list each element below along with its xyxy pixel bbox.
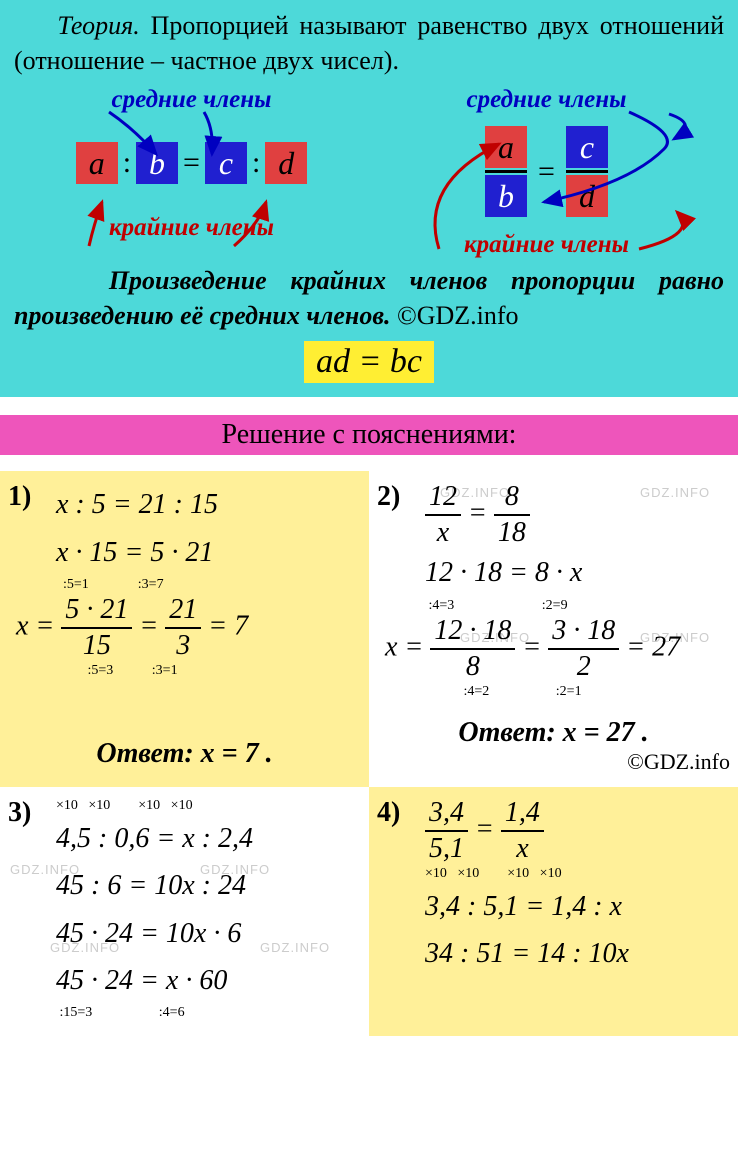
theory-label: Теория. [57,11,139,40]
extreme-label-right: крайние члены [464,231,629,258]
term-d: d [265,142,307,184]
eq1: = [180,146,203,180]
p4-l3: 34 : 51 = 14 : 10x [425,932,730,975]
rule-body: Произведение крайних членов пропорции ра… [14,266,724,330]
p2-l1: 12x = 818 [425,483,730,547]
p2-hint1: :4=3 :2=9 [425,599,730,613]
p3-l3: 45 · 24 = 10x · 6 [56,912,361,955]
problem-1-num: 1) [8,481,31,513]
frac-bar1 [485,170,527,173]
p2-hint2: :4=2 :2=1 [425,685,730,699]
p1-l3: x = 5 · 2115 = 213 = 7 [16,596,361,660]
problem-4: 4) 3,45,1 = 1,4x ×10 ×10 ×10 ×10 3,4 : 5… [369,787,738,1037]
colon1: : [120,146,134,180]
problem-3-num: 3) [8,797,31,829]
middle-label-left: средние члены [112,86,272,113]
term-d2: d [566,175,608,217]
term-b: b [136,142,178,184]
p3-l1: 4,5 : 0,6 = x : 2,4 [56,817,361,860]
extreme-label-left: крайние члены [109,214,274,241]
diagram-row: средние члены a : b = c : d крайние член… [14,84,724,259]
term-c: c [205,142,247,184]
problem-2-num: 2) [377,481,400,513]
proportion-fraction: a b = c d [369,126,724,217]
formula-row: ad = bc [14,341,724,383]
diagram-left: средние члены a : b = c : d крайние член… [14,84,369,259]
theory-paragraph: Теория. Пропорцией называют равенство дв… [14,8,724,78]
p4-l2: 3,4 : 5,1 = 1,4 : x [425,885,730,928]
problem-2: 2) 12x = 818 12 · 18 = 8 · x :4=3 :2=9 x… [369,471,738,786]
diagram-right: средние члены a b = c d крайние члены [369,84,724,259]
p1-answer: Ответ: x = 7 . [8,738,361,770]
p3-hint0: ×10 ×10 ×10 ×10 [56,799,361,813]
p1-hint2: :5=3 :3=1 [56,664,361,678]
problems-grid: 1) x : 5 = 21 : 15 x · 15 = 5 · 21 :5=1 … [0,471,738,1036]
formula: ad = bc [304,341,434,383]
problem-1: 1) x : 5 = 21 : 15 x · 15 = 5 · 21 :5=1 … [0,471,369,786]
p2-copyright: ©GDZ.info [377,749,730,775]
p1-hint1: :5=1 :3=7 [56,578,361,592]
p4-hint0: ×10 ×10 ×10 ×10 [425,867,730,881]
rule-text: Произведение крайних членов пропорции ра… [14,263,724,333]
problem-3: 3) ×10 ×10 ×10 ×10 4,5 : 0,6 = x : 2,4 4… [0,787,369,1037]
p2-l3: x = 12 · 188 = 3 · 182 = 27 [385,617,730,681]
p3-l2: 45 : 6 = 10x : 24 [56,864,361,907]
term-c2: c [566,126,608,168]
frac-bar2 [566,170,608,173]
p4-l1: 3,45,1 = 1,4x [425,799,730,863]
colon2: : [249,146,263,180]
p3-l4: 45 · 24 = x · 60 [56,959,361,1002]
proportion-inline: a : b = c : d [14,142,369,184]
p2-l2: 12 · 18 = 8 · x [425,551,730,594]
problem-4-num: 4) [377,797,400,829]
theory-block: Теория. Пропорцией называют равенство дв… [0,0,738,397]
copyright-theory: ©GDZ.info [397,301,519,330]
p2-answer: Ответ: x = 27 . [377,717,730,749]
middle-label-right: средние члены [467,86,627,113]
eq2: = [535,155,558,189]
term-a2: a [485,126,527,168]
p3-hint1: :15=3 :4=6 [56,1006,361,1020]
term-a: a [76,142,118,184]
solution-banner: Решение с пояснениями: [0,415,738,455]
p1-l1: x : 5 = 21 : 15 [56,483,361,526]
p1-l2: x · 15 = 5 · 21 [56,531,361,574]
term-b2: b [485,175,527,217]
